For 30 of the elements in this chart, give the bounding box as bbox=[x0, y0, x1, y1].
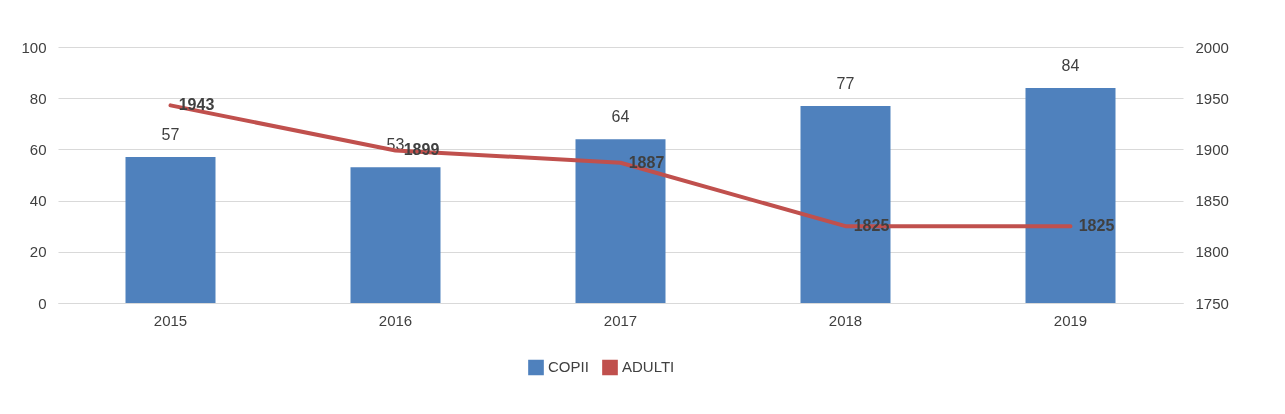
y2-tick-label: 1750 bbox=[1195, 294, 1229, 312]
data-label: 77 bbox=[836, 74, 855, 92]
x-tick-label: 2017 bbox=[603, 311, 638, 329]
x-tick-label: 2019 bbox=[1053, 311, 1088, 329]
bar bbox=[350, 167, 441, 303]
data-label: 1887 bbox=[628, 153, 665, 171]
data-label: 57 bbox=[161, 126, 180, 144]
x-tick-label: 2015 bbox=[153, 311, 188, 329]
legend-label: COPII bbox=[548, 358, 589, 376]
bar bbox=[1025, 87, 1116, 303]
bar bbox=[575, 139, 666, 303]
x-tick-label: 2018 bbox=[828, 311, 863, 329]
y2-tick-label: 1900 bbox=[1195, 140, 1229, 158]
y-tick-label: 0 bbox=[38, 294, 47, 312]
x-tick-label: 2016 bbox=[378, 311, 413, 329]
y2-tick-label: 1800 bbox=[1195, 243, 1229, 261]
y-tick-label: 40 bbox=[29, 192, 47, 210]
y-tick-label: 60 bbox=[29, 140, 47, 158]
bar bbox=[800, 105, 891, 303]
y-tick-label: 100 bbox=[21, 38, 47, 56]
y2-tick-label: 1950 bbox=[1195, 89, 1229, 107]
data-label: 64 bbox=[611, 108, 630, 126]
y2-tick-label: 1850 bbox=[1195, 192, 1229, 210]
y-tick-label: 80 bbox=[29, 89, 47, 107]
legend-label: ADULTI bbox=[622, 358, 675, 376]
data-label: 1825 bbox=[1078, 217, 1115, 235]
y2-tick-label: 2000 bbox=[1195, 38, 1229, 56]
data-label: 84 bbox=[1061, 56, 1080, 74]
bar bbox=[125, 157, 216, 303]
y-tick-label: 20 bbox=[29, 243, 47, 261]
